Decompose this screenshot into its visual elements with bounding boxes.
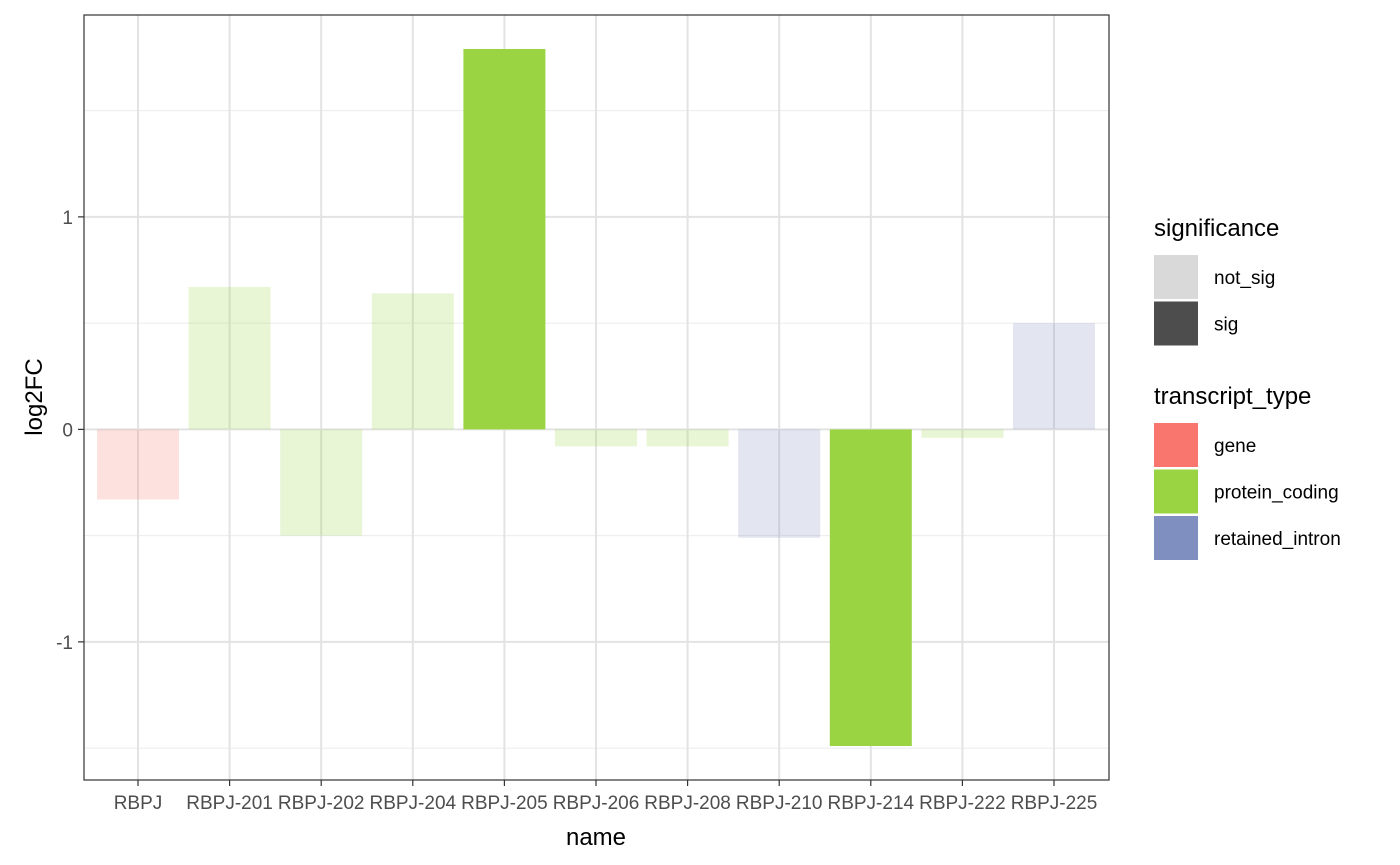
x-tick-label: RBPJ-201 (186, 793, 273, 814)
legend-key-gene (1154, 423, 1198, 467)
legend-label: retained_intron (1214, 529, 1341, 550)
bar-rbpj-214 (829, 429, 912, 746)
bar-rbpj-225 (1013, 323, 1095, 430)
legend-label: protein_coding (1214, 483, 1339, 504)
x-axis-label: name (566, 824, 626, 851)
bar-rbpj (97, 429, 179, 500)
x-tick-label: RBPJ-210 (736, 793, 823, 814)
x-tick-label: RBPJ-205 (461, 793, 548, 814)
bar-rbpj-208 (646, 429, 729, 447)
legend-title: transcript_type (1154, 383, 1311, 410)
legend-key-not_sig (1154, 255, 1198, 299)
x-tick-label: RBPJ-225 (1011, 793, 1098, 814)
x-tick-label: RBPJ-206 (553, 793, 640, 814)
major-gridlines (84, 15, 1109, 780)
x-tick-label: RBPJ-202 (278, 793, 365, 814)
x-tick-label: RBPJ-208 (644, 793, 731, 814)
x-axis: RBPJ RBPJ-201 RBPJ-202 RBPJ-204 RBPJ-205 RBPJ… (114, 780, 1098, 814)
bar-rbpj-206 (555, 429, 637, 447)
x-tick-label: RBPJ-222 (919, 793, 1006, 814)
y-axis: -1 0 1 (56, 208, 84, 654)
legend-label: not_sig (1214, 268, 1275, 289)
legend-label: sig (1214, 315, 1238, 336)
y-tick-label: 1 (62, 208, 73, 229)
legend-label: gene (1214, 436, 1256, 457)
bars (97, 49, 1095, 746)
bar-rbpj-201 (188, 287, 271, 430)
legend-key-sig (1154, 301, 1198, 346)
x-tick-label: RBPJ (114, 793, 163, 814)
bar-rbpj-202 (280, 429, 363, 536)
bar-rbpj-205 (463, 49, 546, 430)
legend-key-protein_coding (1154, 469, 1198, 514)
x-tick-label: RBPJ-214 (827, 793, 914, 814)
y-tick-label: 0 (62, 420, 73, 441)
y-axis-label: log2FC (21, 358, 48, 435)
bar-rbpj-222 (921, 429, 1004, 438)
legend-title: significance (1154, 215, 1279, 242)
bar-rbpj-210 (738, 429, 821, 538)
legend-key-retained_intron (1154, 516, 1198, 560)
y-tick-label: -1 (56, 633, 73, 654)
bar-rbpj-204 (371, 293, 454, 430)
x-tick-label: RBPJ-204 (369, 793, 456, 814)
